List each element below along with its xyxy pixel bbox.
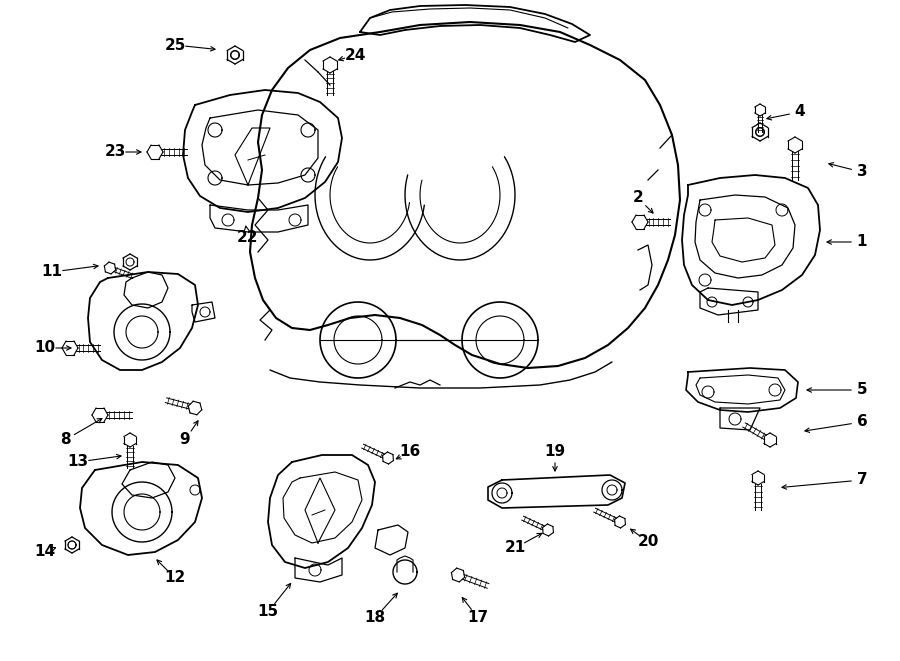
Text: 22: 22 <box>238 231 259 245</box>
Text: 19: 19 <box>544 444 565 459</box>
Text: 24: 24 <box>345 48 365 63</box>
Text: 12: 12 <box>165 570 185 586</box>
Text: 25: 25 <box>165 38 185 52</box>
Text: 13: 13 <box>68 455 88 469</box>
Text: 10: 10 <box>34 340 56 356</box>
Text: 8: 8 <box>59 432 70 447</box>
Text: 21: 21 <box>504 541 526 555</box>
Text: 17: 17 <box>467 611 489 625</box>
Text: 1: 1 <box>857 235 868 249</box>
Text: 11: 11 <box>41 264 62 280</box>
Text: 7: 7 <box>857 473 868 488</box>
Text: 18: 18 <box>364 611 385 625</box>
Text: 2: 2 <box>633 190 643 206</box>
Text: 6: 6 <box>857 414 868 430</box>
Text: 3: 3 <box>857 165 868 180</box>
Text: 20: 20 <box>637 535 659 549</box>
Text: 4: 4 <box>795 104 806 120</box>
Text: 5: 5 <box>857 383 868 397</box>
Text: 9: 9 <box>180 432 190 447</box>
Text: 23: 23 <box>104 145 126 159</box>
Text: 15: 15 <box>257 605 279 619</box>
Text: 14: 14 <box>34 545 56 559</box>
Text: 16: 16 <box>400 444 420 459</box>
